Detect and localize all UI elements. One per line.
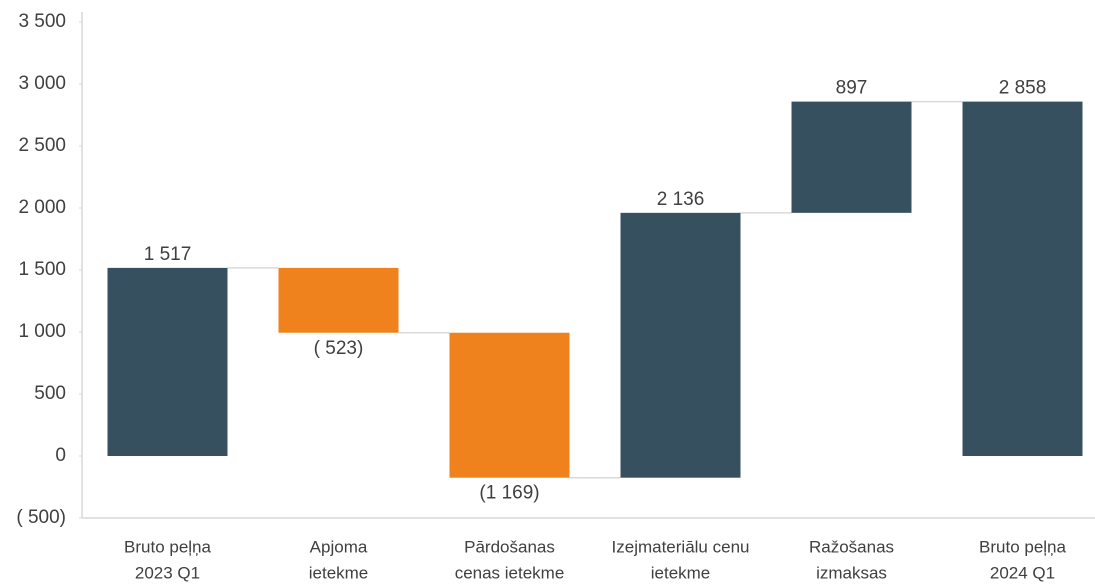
data-label: (1 169) [479,483,539,504]
bar [278,267,399,333]
y-tick-label: 3 000 [18,73,66,94]
y-tick-label: 2 500 [18,135,66,156]
bar [791,101,912,213]
data-label: 897 [836,78,868,99]
bar [449,332,570,478]
x-tick-label: Izejmateriālu cenu [612,537,750,556]
x-tick-label: Ražošanas [809,537,894,556]
y-tick-label: 1 000 [18,321,66,342]
bar [962,101,1083,456]
y-tick-label: 500 [34,383,66,404]
x-tick-label: 2024 Q1 [990,563,1055,582]
y-tick-label: 0 [55,445,66,466]
y-tick-label: 2 000 [18,197,66,218]
data-label: ( 523) [314,338,364,359]
x-tick-label: Bruto peļņa [124,537,211,556]
x-tick-label: Apjoma [310,537,368,556]
data-label: 1 517 [144,244,192,265]
y-tick-label: 1 500 [18,259,66,280]
bar [620,212,741,478]
x-tick-label: ietekme [309,563,369,582]
x-tick-label: Pārdošanas [464,537,555,556]
x-tick-label: ietekme [651,563,711,582]
data-label: 2 136 [657,189,705,210]
x-tick-label: 2023 Q1 [135,563,200,582]
y-tick-label: 3 500 [18,11,66,32]
x-tick-label: cenas ietekme [455,563,565,582]
x-tick-label: izmaksas [816,563,887,582]
y-tick-label: ( 500) [16,507,66,528]
x-tick-label: Bruto peļņa [979,537,1066,556]
bar [107,267,228,456]
data-label: 2 858 [999,78,1047,99]
